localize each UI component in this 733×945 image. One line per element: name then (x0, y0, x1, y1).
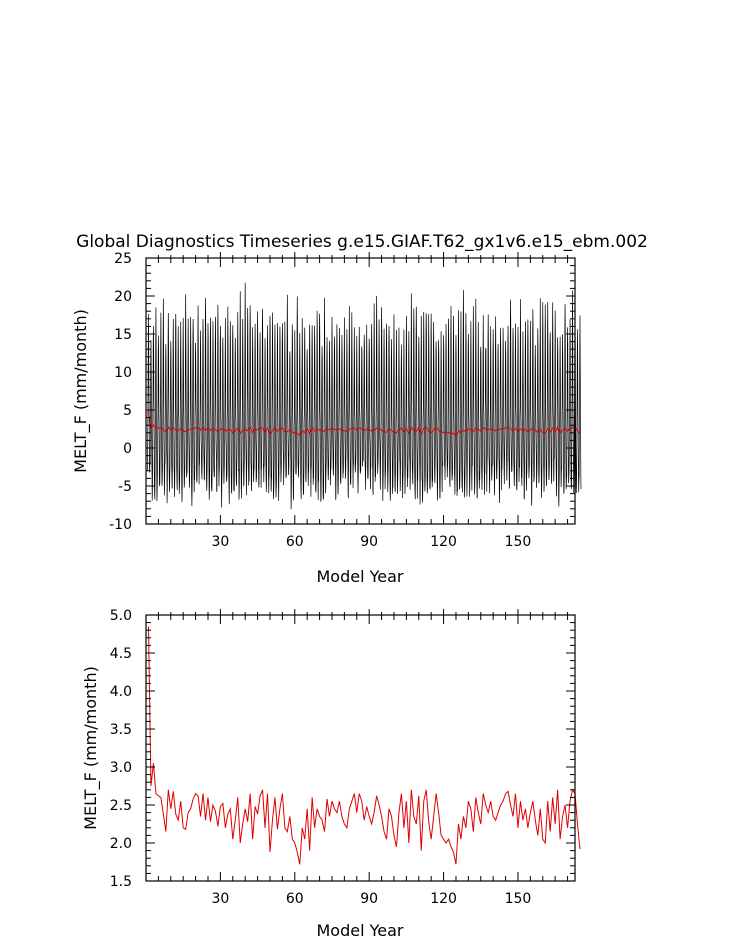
x-axis-label: Model Year (317, 921, 404, 940)
x-tick-label: 30 (211, 891, 229, 907)
y-tick-label: 4.0 (110, 684, 132, 700)
y-tick-label: 15 (114, 327, 132, 343)
plot-frame (145, 257, 576, 525)
y-tick-label: 0 (123, 441, 132, 457)
y-tick-label: -5 (118, 479, 132, 495)
annual-series-line (147, 626, 581, 865)
axis-ticks (146, 252, 575, 525)
y-tick-label: 3.0 (110, 760, 132, 776)
x-tick-label: 150 (505, 891, 532, 907)
monthly-panel: 30 60 90 120 150 -10 -5 0 5 10 15 20 25 Model Year M… (71, 251, 582, 586)
annual-mean-line (147, 411, 581, 436)
y-tick-label: 20 (114, 289, 132, 305)
y-axis-label: MELT_F (mm/month) (71, 309, 91, 473)
x-axis-label: Model Year (317, 567, 404, 586)
y-tick-label: -10 (109, 517, 132, 533)
y-tick-label: 10 (114, 365, 132, 381)
x-tick-label: 60 (286, 891, 304, 907)
monthly-series-line (146, 282, 582, 510)
y-tick-label: 25 (114, 251, 132, 267)
x-tick-label: 60 (286, 534, 304, 550)
x-tick-label: 90 (360, 534, 378, 550)
x-tick-label: 90 (360, 891, 378, 907)
x-tick-label: 150 (505, 534, 532, 550)
y-tick-label: 4.5 (110, 646, 132, 662)
y-tick-label: 1.5 (110, 874, 132, 890)
y-tick-label: 5.0 (110, 608, 132, 624)
x-tick-label: 120 (430, 534, 457, 550)
axis-ticks (146, 609, 575, 882)
plot-area (147, 626, 581, 865)
y-tick-label: 5 (123, 403, 132, 419)
tick-labels: 30 60 90 120 150 1.5 2.0 2.5 3.0 3.5 4.0 4.5 5.0 (110, 608, 532, 907)
y-axis-label: MELT_F (mm/month) (81, 666, 101, 830)
y-tick-label: 3.5 (110, 722, 132, 738)
x-tick-label: 30 (211, 534, 229, 550)
plot-area (146, 282, 582, 510)
chart-title: Global Diagnostics Timeseries g.e15.GIAF… (76, 232, 648, 252)
plot-frame (145, 614, 576, 882)
y-tick-label: 2.5 (110, 798, 132, 814)
x-tick-label: 120 (430, 891, 457, 907)
y-tick-label: 2.0 (110, 836, 132, 852)
annual-panel: 30 60 90 120 150 1.5 2.0 2.5 3.0 3.5 4.0 4.5 5.0 Mod… (81, 608, 581, 940)
tick-labels: 30 60 90 120 150 -10 -5 0 5 10 15 20 25 (109, 251, 531, 550)
